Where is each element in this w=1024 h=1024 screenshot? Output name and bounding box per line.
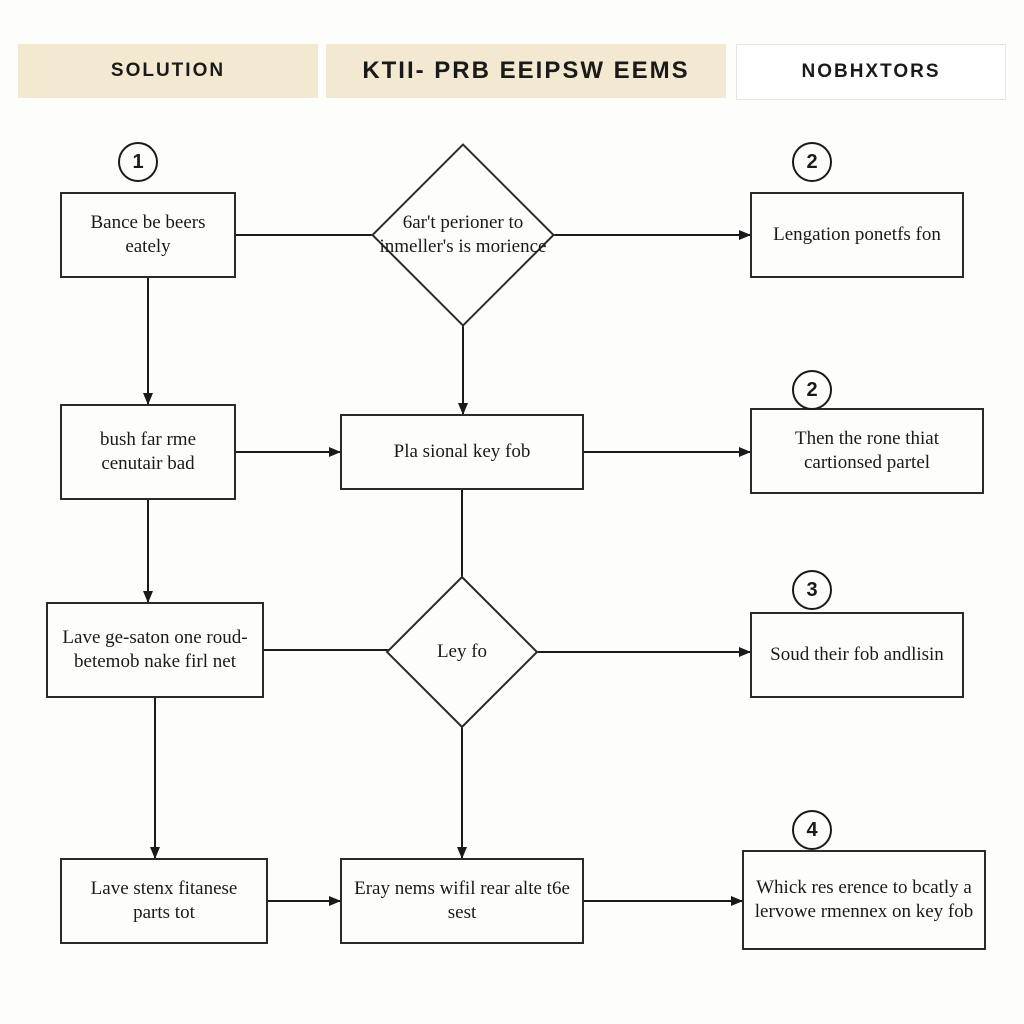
flow-node-b2: Pla sional key fob [340,414,584,490]
step-number-n2b: 2 [792,370,832,410]
flow-diamond-d1: 6ar't perioner to inmeller's is morience [398,170,528,300]
flow-node-c3: Soud their fob andlisin [750,612,964,698]
flow-node-a1: Bance be beers eately [60,192,236,278]
flow-node-a2: bush far rme cenutair bad [60,404,236,500]
flow-node-c4: Whick res erence to bcatly a lervowe rme… [742,850,986,950]
header-tab-solution: SOLUTION [18,44,318,98]
step-number-n2a: 2 [792,142,832,182]
header-tab-title: KTII- PRB EEIPSW EEMS [326,44,726,98]
flow-diamond-d2: Ley fo [408,598,516,706]
flowchart-canvas: SOLUTION KTII- PRB EEIPSW EEMS NOBHXTORS… [0,0,1024,1024]
step-number-n4: 4 [792,810,832,850]
flow-node-c1: Lengation ponetfs fon [750,192,964,278]
step-number-n3: 3 [792,570,832,610]
step-number-n1: 1 [118,142,158,182]
flow-node-c2: Then the rone thiat cartionsed partel [750,408,984,494]
flow-node-a4: Lave stenx fitanese parts tot [60,858,268,944]
flow-node-a3: Lave ge-saton one roud-betemob nake firl… [46,602,264,698]
flow-node-b4: Eray nems wifil rear alte t6e sest [340,858,584,944]
header-tab-right: NOBHXTORS [736,44,1006,100]
